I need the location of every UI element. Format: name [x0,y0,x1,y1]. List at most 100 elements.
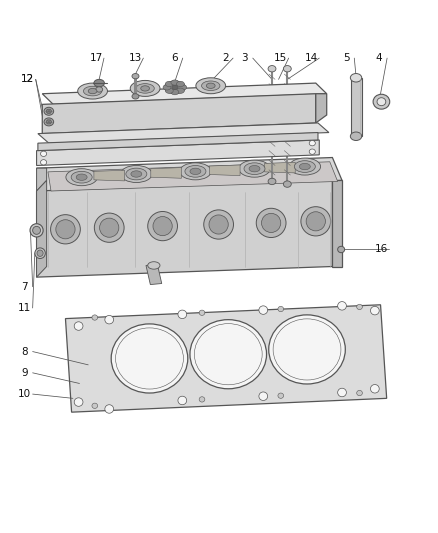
Text: 5: 5 [343,53,349,63]
Ellipse shape [165,88,173,93]
Ellipse shape [356,304,361,310]
Ellipse shape [30,224,43,237]
Text: 13: 13 [129,53,142,63]
Ellipse shape [74,322,83,330]
Ellipse shape [152,216,172,236]
Ellipse shape [162,85,170,90]
Ellipse shape [372,94,389,109]
Ellipse shape [199,397,205,402]
Ellipse shape [179,163,211,180]
Ellipse shape [308,149,314,155]
Ellipse shape [95,87,102,92]
Ellipse shape [288,158,320,175]
Text: 16: 16 [374,245,387,254]
Ellipse shape [131,171,141,177]
Ellipse shape [46,109,51,114]
Ellipse shape [164,81,185,94]
Text: 8: 8 [21,346,28,357]
Polygon shape [94,170,124,181]
Text: 12: 12 [21,75,34,84]
Ellipse shape [376,98,385,106]
Ellipse shape [199,310,205,316]
Ellipse shape [206,83,215,88]
Ellipse shape [293,161,314,172]
Ellipse shape [132,94,139,99]
Ellipse shape [256,208,286,238]
Ellipse shape [277,306,283,312]
Polygon shape [36,158,341,191]
Ellipse shape [177,396,186,405]
Ellipse shape [177,310,186,319]
Ellipse shape [308,141,314,146]
Ellipse shape [74,398,83,406]
Ellipse shape [190,168,201,174]
Polygon shape [48,162,337,191]
Text: 10: 10 [18,389,31,399]
Ellipse shape [94,213,124,243]
Ellipse shape [300,207,330,236]
Ellipse shape [201,81,219,91]
Ellipse shape [208,215,228,234]
Ellipse shape [370,384,378,393]
Text: 9: 9 [21,368,28,378]
Ellipse shape [66,168,97,185]
Polygon shape [38,123,328,143]
Ellipse shape [136,84,154,93]
Ellipse shape [171,85,177,90]
Ellipse shape [350,132,361,141]
Ellipse shape [148,212,177,241]
Ellipse shape [126,168,147,180]
Text: 11: 11 [18,303,31,313]
Polygon shape [36,180,332,277]
Ellipse shape [268,315,345,384]
Polygon shape [146,264,161,285]
Polygon shape [38,133,317,151]
Ellipse shape [130,80,159,96]
Ellipse shape [178,85,186,90]
Text: 15: 15 [273,53,287,63]
Polygon shape [36,180,46,277]
Ellipse shape [56,220,75,239]
Ellipse shape [78,83,107,99]
Ellipse shape [261,213,280,232]
Polygon shape [209,165,240,175]
Polygon shape [350,78,361,136]
Ellipse shape [94,79,104,87]
Ellipse shape [350,74,361,82]
Ellipse shape [268,178,276,184]
Ellipse shape [176,88,184,93]
Ellipse shape [44,107,53,115]
Ellipse shape [190,320,266,389]
Polygon shape [42,94,315,134]
Text: 17: 17 [89,53,102,63]
Ellipse shape [203,210,233,239]
Ellipse shape [299,164,310,169]
Ellipse shape [46,120,51,124]
Ellipse shape [141,86,149,91]
Ellipse shape [105,405,113,413]
Ellipse shape [92,315,97,320]
Text: 6: 6 [171,53,178,63]
Ellipse shape [132,74,139,79]
Ellipse shape [40,151,46,157]
Ellipse shape [88,88,97,94]
Ellipse shape [148,262,159,269]
Ellipse shape [105,316,113,324]
Ellipse shape [356,390,361,395]
Ellipse shape [176,82,184,87]
Ellipse shape [120,165,152,182]
Ellipse shape [248,165,259,172]
Text: 7: 7 [21,282,28,292]
Ellipse shape [283,66,290,72]
Ellipse shape [370,306,378,315]
Polygon shape [65,305,386,412]
Ellipse shape [92,403,97,408]
Ellipse shape [76,174,87,180]
Ellipse shape [283,181,290,187]
Ellipse shape [337,302,346,310]
Ellipse shape [170,90,178,95]
Polygon shape [36,168,46,191]
Ellipse shape [238,160,270,177]
Polygon shape [150,167,181,178]
Ellipse shape [258,306,267,314]
